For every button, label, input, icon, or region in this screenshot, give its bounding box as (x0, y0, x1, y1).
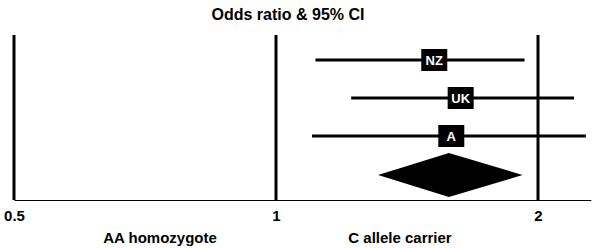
grid (14, 35, 538, 200)
estimate-box (448, 87, 474, 109)
annotation: C allele carrier (348, 229, 452, 246)
summary-diamond (378, 153, 523, 197)
tick-label: 0.5 (4, 207, 25, 224)
study-label: NZ (426, 53, 443, 68)
tick-label: 1 (272, 207, 280, 224)
tick-label: 2 (534, 207, 542, 224)
grid-line (537, 35, 540, 200)
estimate-box (421, 49, 447, 71)
x-axis: 0.5 1 2 (4, 200, 591, 224)
annotation: AA homozygote (103, 229, 217, 246)
tick: 2 (534, 200, 542, 224)
grid-line (13, 35, 16, 200)
tick: 0.5 (4, 200, 25, 224)
grid-line (275, 35, 278, 200)
box-labels: NZ UK A (426, 53, 471, 144)
tick: 1 (272, 200, 280, 224)
estimate-box (438, 125, 464, 147)
study-label: UK (451, 91, 470, 106)
ci-line (315, 59, 524, 62)
plot-area (312, 49, 586, 197)
axis-line (15, 200, 592, 201)
chart: Odds ratio & 95% CI 0.5 1 2 AA homozygote C a… (0, 0, 600, 248)
study-label: A (447, 129, 457, 144)
title: Odds ratio & 95% CI (212, 6, 365, 23)
